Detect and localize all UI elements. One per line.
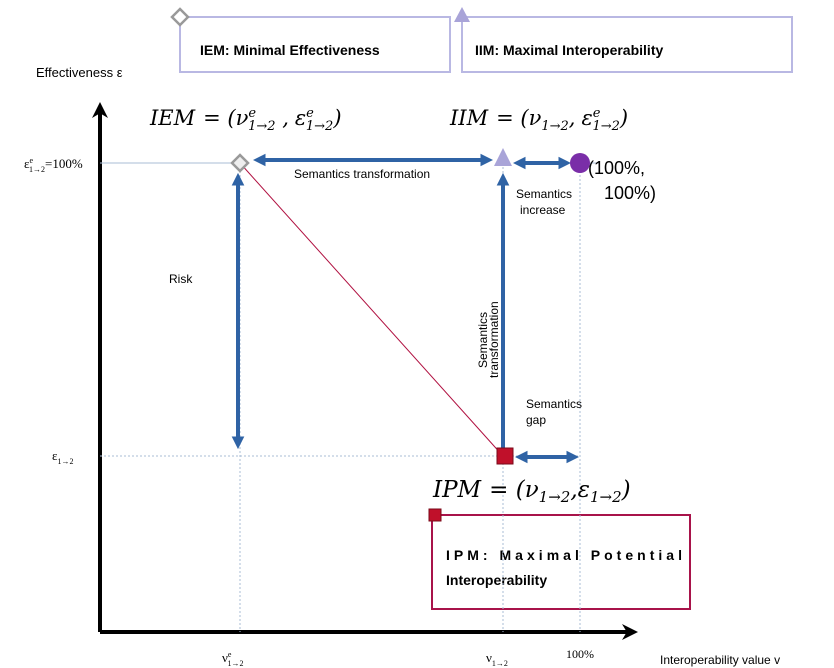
arrows [231,153,580,464]
arrow-label: gap [526,413,546,427]
text-part: = ( [203,106,236,130]
text-part: , [570,477,577,503]
text-part: e [306,106,314,121]
text-part: ε [581,106,592,130]
risk-line [239,162,504,457]
y-tick-label: ε1→2 [52,448,73,466]
text-part: 1→2 [227,659,243,668]
text-part: ε [24,156,30,171]
text-part: 1→2 [539,488,571,506]
diamond-icon [170,7,190,27]
arrow-label: Semantics transformation [294,167,430,181]
corner-point [570,153,590,173]
text-part: , [276,106,289,130]
point-label: IPM = (ν1→2,ε1→2) [432,477,631,506]
x-tick-label: 100% [566,647,594,661]
text-part: 1→2 [492,659,508,668]
text-part: IIM [449,106,489,130]
text-part: ν [525,477,539,503]
text-part: 1→2 [29,165,45,174]
corner-label: 100%) [604,183,656,203]
text-part: 1→2 [590,488,622,506]
iim-point [494,148,512,166]
text-part: 1→2 [306,119,333,134]
text-part: ν [529,106,542,130]
corner-label: (100%, [588,158,645,178]
text-part: ε [52,448,58,463]
iem-point [230,153,250,173]
text-part: ν [222,650,228,665]
arrow-label: increase [520,203,566,217]
legend-box [179,16,451,73]
text-part: 1→2 [592,119,619,134]
legend-text: IIM: Maximal Interoperability [475,42,663,58]
text-part: e [228,650,232,659]
text-part: ) [332,106,341,130]
text-part: 1→2 [57,457,73,466]
arrow-label: transformation [487,301,501,378]
arrow-label: Semantics [476,312,490,368]
y-axis-label: Effectiveness ε [36,65,123,80]
legend-box [461,16,793,73]
text-part: ε [295,106,306,130]
text-part: 1→2 [248,119,275,134]
text-part: IPM [432,477,483,503]
text-part: e [248,106,256,121]
y-tick-label: εe 1→2=100% [24,156,83,174]
square-icon [428,508,442,522]
triangle-icon [454,7,470,22]
x-axis-label: Interoperability value v [660,653,780,667]
arrow-label: Semantics [516,187,572,201]
text-part: ) [621,477,631,503]
text-part: 1→2 [541,119,568,134]
point-label: IEM = (νe 1→2 , εe 1→2) [149,106,342,134]
arrow-label: Semantics [526,397,582,411]
text-part: ν [236,106,249,130]
ipm-point [496,447,514,465]
text-part: , [569,106,576,130]
legend-text: Interoperability [446,572,547,588]
text-part: = ( [496,106,529,130]
x-tick-label: ν1→2 [486,650,508,668]
legend-box [431,514,691,610]
text-part: IEM [149,106,196,130]
text-part: ) [619,106,628,130]
text-part: e [593,106,601,121]
legend-text: IEM: Minimal Effectiveness [200,42,380,58]
text-part: ν [486,650,492,665]
x-tick-label: νe 1→2 [222,650,243,668]
arrow-label: Risk [169,272,193,286]
text-part: =100% [45,156,83,171]
text-part: = ( [489,477,526,503]
text-part: e [29,156,33,165]
text-part: ε [578,477,590,503]
point-label: IIM = (ν1→2, εe 1→2) [449,106,628,134]
